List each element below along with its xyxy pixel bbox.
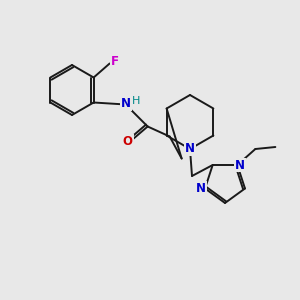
Text: O: O [123,135,133,148]
Text: H: H [131,95,140,106]
Text: N: N [235,158,245,172]
Text: N: N [185,142,195,155]
Text: N: N [196,182,206,195]
Text: N: N [121,97,131,110]
Text: F: F [111,55,119,68]
